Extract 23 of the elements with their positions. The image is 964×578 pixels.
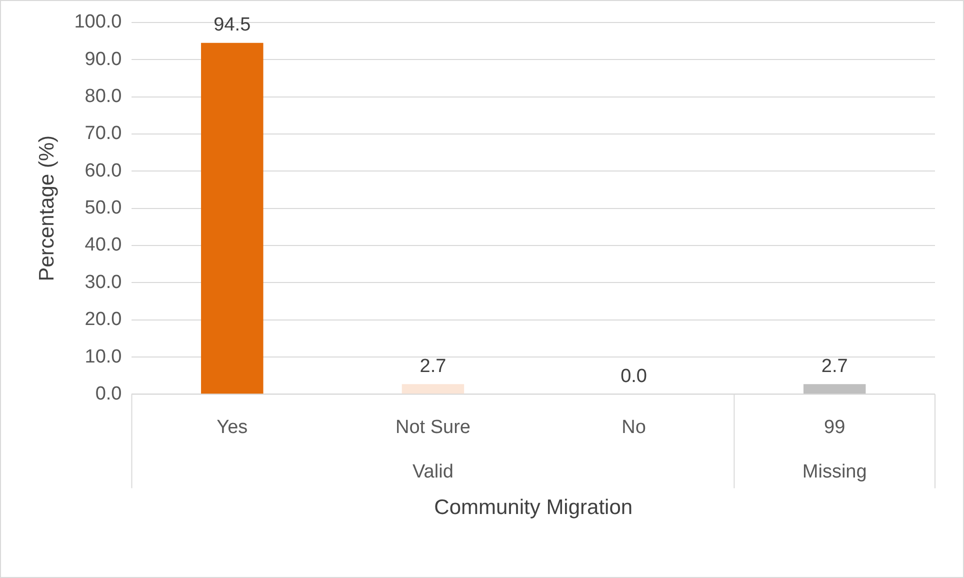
x-tick-label: Yes bbox=[216, 416, 248, 438]
data-label: 2.7 bbox=[420, 356, 446, 377]
y-tick-label: 30.0 bbox=[84, 272, 122, 293]
text: Valid bbox=[412, 461, 454, 482]
y-tick-label: 10.0 bbox=[84, 346, 122, 368]
y-tick-label: 60.0 bbox=[84, 160, 122, 182]
y-axis-title: Percentage (%) bbox=[35, 135, 58, 282]
y-tick-label: 70.0 bbox=[84, 123, 122, 144]
x-tick-label: No bbox=[622, 416, 646, 438]
x-tick-label: Not Sure bbox=[395, 416, 470, 438]
x-tick-label: 99 bbox=[824, 416, 846, 438]
x-axis-title: Community Migration bbox=[434, 496, 633, 519]
data-label: 0.0 bbox=[620, 366, 647, 387]
y-tick-label: 100.0 bbox=[74, 12, 122, 33]
y-tick-label: 50.0 bbox=[84, 198, 122, 219]
y-tick-label: 90.0 bbox=[84, 48, 122, 70]
y-tick-label: 20.0 bbox=[84, 309, 122, 330]
data-label: 94.5 bbox=[214, 14, 251, 36]
y-tick-label: 40.0 bbox=[84, 234, 122, 256]
y-tick-label: 0.0 bbox=[95, 383, 122, 404]
text: Missing bbox=[802, 461, 867, 482]
data-label: 2.7 bbox=[821, 356, 848, 377]
y-tick-label: 80.0 bbox=[84, 86, 122, 107]
